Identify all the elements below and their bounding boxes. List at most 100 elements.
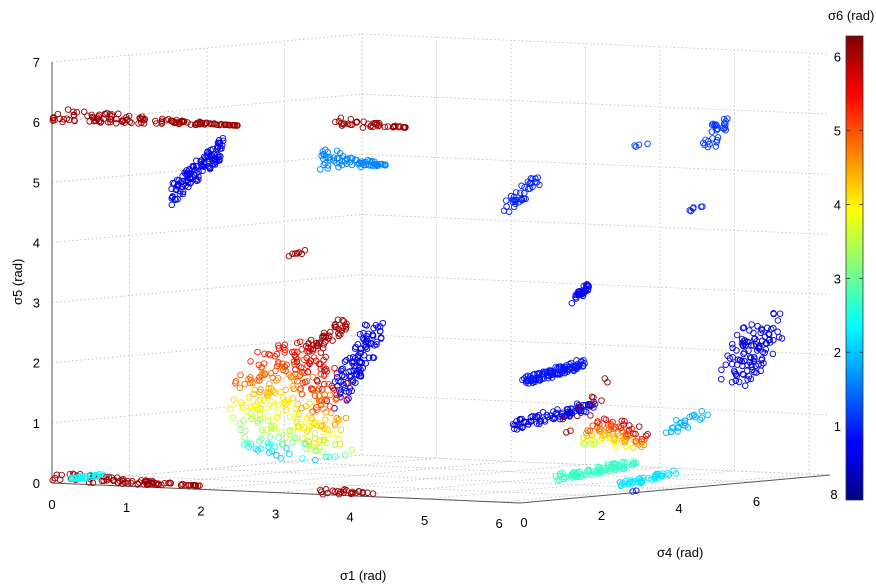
data-point <box>273 413 281 421</box>
data-point <box>305 359 313 366</box>
data-point <box>354 341 362 348</box>
data-point <box>635 423 643 430</box>
data-point <box>357 345 364 353</box>
axes-layer <box>51 62 831 504</box>
data-point <box>176 190 184 198</box>
data-point <box>718 375 725 383</box>
data-point <box>769 350 777 358</box>
data-point <box>332 453 339 461</box>
data-point <box>352 489 359 497</box>
data-point <box>311 430 319 437</box>
data-point <box>249 379 256 386</box>
data-point <box>293 339 301 347</box>
data-point <box>140 481 148 488</box>
data-point <box>638 438 646 445</box>
data-point <box>372 321 380 329</box>
data-point <box>748 363 755 371</box>
data-point <box>602 416 610 423</box>
data-point <box>326 403 334 410</box>
data-point <box>609 460 616 467</box>
data-point <box>185 167 193 174</box>
data-point <box>258 371 265 379</box>
data-point <box>521 189 528 197</box>
data-point <box>194 163 201 170</box>
data-point <box>138 113 146 120</box>
data-point <box>194 120 202 127</box>
data-point <box>674 424 682 432</box>
data-point <box>711 121 718 129</box>
data-point <box>312 456 319 464</box>
data-point <box>322 453 330 461</box>
data-point <box>331 488 339 496</box>
data-point <box>205 164 213 171</box>
data-point <box>620 465 627 472</box>
data-point <box>589 422 596 429</box>
data-point <box>303 378 311 385</box>
data-point <box>334 316 342 323</box>
data-point <box>552 370 560 378</box>
data-point <box>616 478 624 486</box>
colorbar-gradient <box>845 35 864 501</box>
data-point <box>207 120 215 128</box>
data-point <box>381 123 389 131</box>
data-point <box>355 488 363 495</box>
data-point <box>569 405 576 413</box>
data-point <box>378 160 385 168</box>
data-point <box>632 459 640 467</box>
data-point <box>339 317 346 324</box>
data-point <box>123 116 131 123</box>
data-point <box>567 427 574 434</box>
data-point <box>738 335 746 343</box>
data-point <box>728 360 736 368</box>
data-point <box>289 383 297 390</box>
data-point <box>180 118 187 125</box>
data-point <box>322 146 329 154</box>
data-point <box>318 401 325 409</box>
data-point <box>511 425 518 433</box>
data-point <box>277 455 285 462</box>
data-point <box>377 327 384 335</box>
data-point <box>732 377 740 384</box>
data-point <box>761 349 768 357</box>
data-point <box>740 324 748 331</box>
data-point <box>778 335 786 342</box>
data-point <box>148 477 156 485</box>
data-point <box>321 151 328 159</box>
data-point <box>670 467 677 474</box>
data-point <box>331 441 339 448</box>
data-point <box>705 138 712 145</box>
data-point <box>279 440 287 448</box>
data-point <box>59 118 66 126</box>
data-point <box>255 361 263 369</box>
data-point <box>341 358 349 365</box>
data-point <box>342 324 350 331</box>
data-point <box>143 481 151 488</box>
data-point <box>298 421 305 428</box>
data-point <box>356 330 364 338</box>
data-point <box>77 475 85 482</box>
data-point <box>264 412 271 420</box>
data-point <box>256 396 264 404</box>
x-tick-label: 1 <box>123 500 130 515</box>
data-point <box>294 435 301 442</box>
z-tick-label: 6 <box>33 115 40 130</box>
data-point <box>323 439 331 447</box>
data-point <box>311 435 319 442</box>
data-point <box>282 434 290 441</box>
z-tick-label: 7 <box>33 55 40 70</box>
colorbar-tick-label: 2 <box>834 345 841 360</box>
data-point <box>329 384 337 392</box>
data-point <box>739 370 747 378</box>
data-point <box>579 292 587 300</box>
data-point <box>275 342 282 349</box>
data-point <box>611 423 619 431</box>
data-point <box>591 441 598 448</box>
data-point <box>512 189 520 196</box>
data-point <box>776 310 784 317</box>
data-point <box>237 426 244 434</box>
data-point <box>536 418 543 425</box>
data-point <box>192 166 199 174</box>
data-point <box>560 367 568 375</box>
data-point <box>238 402 246 409</box>
data-point <box>750 353 758 361</box>
